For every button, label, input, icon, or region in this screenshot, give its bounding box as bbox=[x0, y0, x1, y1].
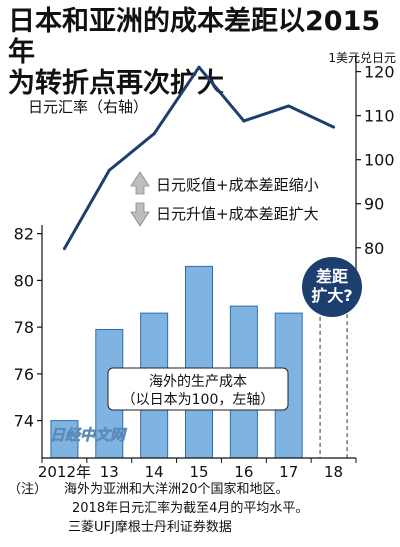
left-axis-tick-label: 82 bbox=[14, 225, 34, 244]
right-axis-tick-label: 100 bbox=[364, 151, 395, 170]
x-axis-tick-label: 18 bbox=[324, 463, 343, 481]
axes-layer: 74 76 78 80 82 2012年 13 14 15 16 17 18 80 90 100 110 120… bbox=[14, 51, 396, 481]
exchange-rate-point bbox=[242, 119, 246, 123]
callout-line-2: 扩大? bbox=[311, 286, 352, 305]
x-axis-tick-label: 16 bbox=[234, 463, 253, 481]
watermark-logo: 日经中文网 bbox=[50, 426, 128, 444]
line-layer: 日元汇率（右轴） bbox=[28, 65, 336, 251]
legend-down-label: 日元升值+成本差距扩大 bbox=[156, 205, 319, 223]
left-axis-tick-label: 76 bbox=[14, 365, 34, 384]
left-axis-tick-label: 74 bbox=[14, 412, 34, 431]
left-axis-tick-label: 78 bbox=[14, 318, 34, 337]
exchange-rate-point bbox=[287, 104, 291, 108]
exchange-rate-point bbox=[62, 247, 66, 251]
exchange-rate-point bbox=[197, 65, 201, 69]
x-axis-tick-label: 15 bbox=[189, 463, 208, 481]
footnote-source: 三菱UFJ摩根士丹利证券数据 bbox=[68, 520, 232, 535]
left-axis-label-line-1: 海外的生产成本 bbox=[149, 374, 247, 390]
left-axis-label-line-2: （以日本为100，左轴） bbox=[122, 392, 275, 408]
footnote: （注） 海外为亚洲和大洋洲20个国家和地区。 2018年日元汇率为截至4月的平均水… bbox=[8, 480, 392, 537]
x-axis-tick-label: 14 bbox=[145, 463, 164, 481]
exchange-rate-point bbox=[107, 168, 111, 172]
down-arrow-icon bbox=[130, 202, 150, 227]
footnote-line-2: 2018年日元汇率为截至4月的平均水平。 bbox=[72, 501, 309, 516]
exchange-rate-point bbox=[152, 132, 156, 136]
x-axis-tick-label: 17 bbox=[279, 463, 298, 481]
projected-bar bbox=[319, 312, 348, 459]
line-series-label: 日元汇率（右轴） bbox=[28, 98, 148, 116]
left-axis-tick-label: 80 bbox=[14, 271, 34, 290]
chart-title-line-1: 日本和亚洲的成本差距以2015年 bbox=[8, 6, 381, 68]
callout-circle bbox=[302, 257, 362, 317]
right-axis-tick-label: 120 bbox=[364, 63, 395, 82]
legend-up-label: 日元贬值+成本差距缩小 bbox=[156, 176, 319, 194]
right-axis-tick-label: 90 bbox=[364, 195, 384, 214]
right-axis-tick-label: 110 bbox=[364, 107, 395, 126]
right-axis-unit-label: 1美元兑日元 bbox=[328, 51, 396, 65]
exchange-rate-point bbox=[332, 125, 336, 129]
footnote-line-1: （注） 海外为亚洲和大洋洲20个国家和地区。 bbox=[8, 480, 392, 499]
left-axis-label-frame bbox=[107, 367, 289, 411]
projection-callout: 差距扩大? bbox=[302, 257, 362, 317]
bar bbox=[50, 420, 79, 459]
right-axis-tick-label: 80 bbox=[364, 239, 384, 258]
left-axis-label-box: 海外的生产成本 （以日本为100，左轴） bbox=[107, 367, 289, 411]
x-axis-tick-label: 2012年 bbox=[38, 463, 91, 481]
bar bbox=[185, 265, 213, 459]
up-arrow-icon bbox=[130, 171, 150, 195]
footnote-text-1: 海外为亚洲和大洋洲20个国家和地区。 bbox=[64, 482, 289, 497]
footnote-tag: （注） bbox=[8, 482, 48, 497]
callout-line-1: 差距 bbox=[316, 267, 348, 286]
legend-layer: 海外的生产成本 （以日本为100，左轴） 日元贬值+成本差距缩小日元升值+成本差距扩… bbox=[50, 171, 362, 444]
x-axis-tick-label: 13 bbox=[100, 463, 119, 481]
